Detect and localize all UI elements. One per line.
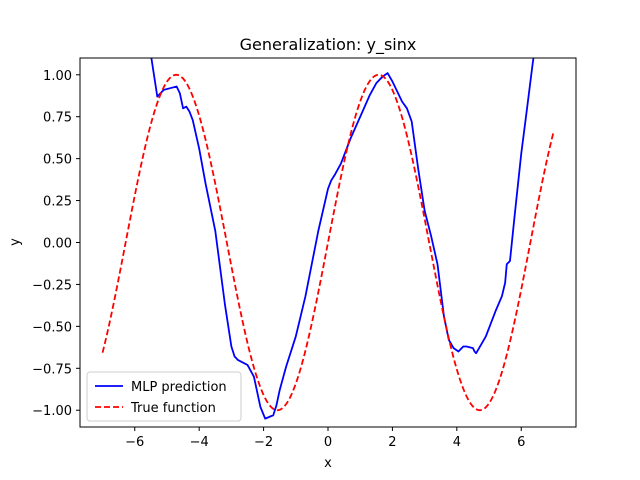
- y-tick-label: −0.50: [32, 320, 72, 335]
- y-tick-label: 0.50: [43, 153, 72, 168]
- y-tick-label: −0.25: [32, 278, 72, 293]
- legend-label-mlp-prediction: MLP prediction: [131, 380, 227, 395]
- series-line-mlp-prediction: [150, 58, 535, 420]
- x-tick-label: 4: [453, 435, 461, 450]
- series-line-true-function: [101, 73, 555, 412]
- x-axis-label: x: [324, 456, 332, 471]
- y-tick-label: −0.75: [32, 362, 72, 377]
- y-axis: −1.00 −0.75 −0.50 −0.25 0.00 0.25 0.50 0.75 1.00: [32, 69, 80, 419]
- y-tick-label: 1.00: [43, 69, 72, 84]
- x-tick-label: 2: [388, 435, 396, 450]
- x-tick-label: 0: [324, 435, 332, 450]
- y-tick-label: 0.75: [43, 111, 72, 126]
- legend-box: [86, 371, 242, 422]
- legend: MLP prediction True function: [86, 371, 242, 422]
- y-tick-label: 0.25: [43, 195, 72, 210]
- y-tick-label: 0.00: [43, 237, 72, 252]
- legend-label-true-function: True function: [130, 401, 216, 416]
- x-tick-label: −4: [190, 435, 209, 450]
- chart-title: Generalization: y_sinx: [240, 35, 417, 55]
- x-tick-label: −2: [254, 435, 273, 450]
- y-tick-label: −1.00: [32, 404, 72, 419]
- x-tick-label: 6: [517, 435, 525, 450]
- series-layer: [101, 58, 555, 420]
- x-axis: −6 −4 −2 0 2 4 6: [125, 427, 525, 450]
- y-axis-label: y: [8, 238, 23, 246]
- x-tick-label: −6: [125, 435, 144, 450]
